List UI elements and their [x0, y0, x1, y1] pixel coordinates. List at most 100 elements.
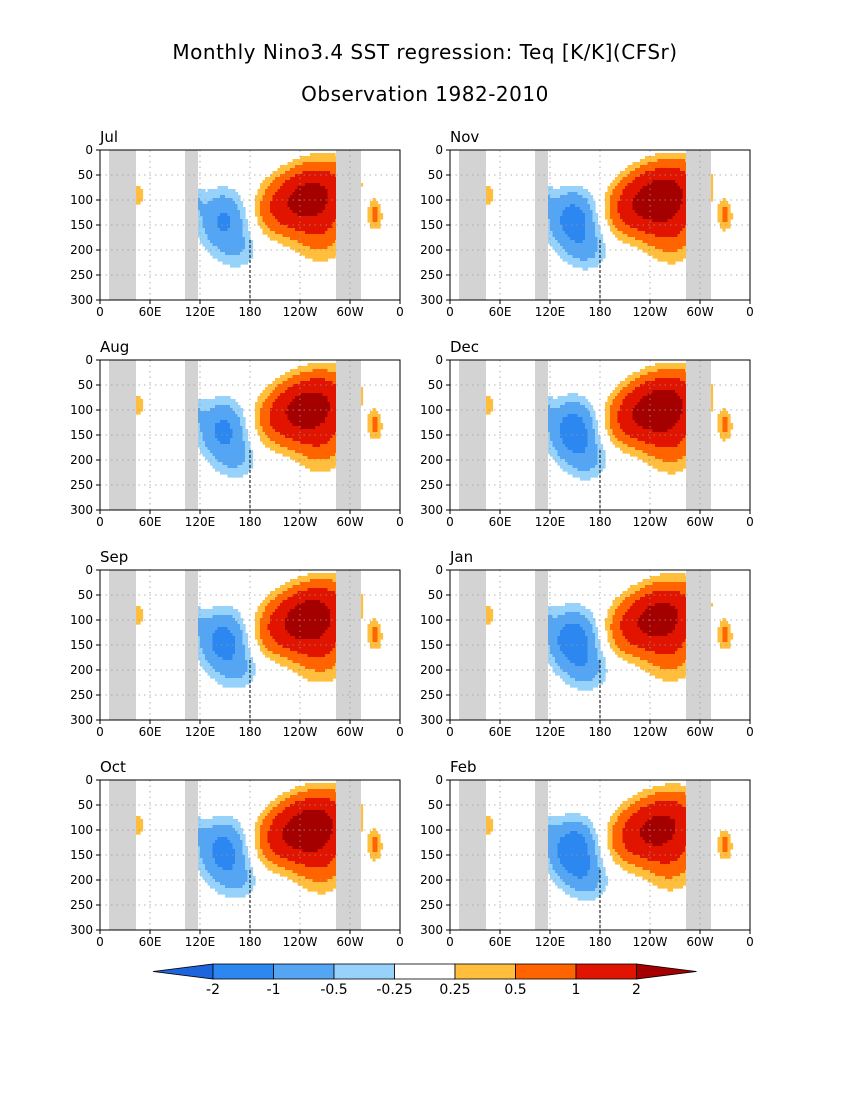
x-tick-label: 0: [96, 935, 104, 949]
x-tick-label: 0: [746, 725, 754, 739]
panel-label: Jul: [99, 128, 118, 146]
x-tick-label: 120E: [535, 935, 566, 949]
y-tick-label: 150: [420, 218, 443, 232]
panel-label: Sep: [100, 548, 128, 566]
colorbar-segment: [454, 963, 516, 980]
x-tick-label: 120E: [535, 725, 566, 739]
x-tick-label: 0: [96, 725, 104, 739]
y-tick-label: 150: [70, 848, 93, 862]
panel-dec: 0 60E 120E 180 120W 60W 0 0 50 100 150 200 250 300 Dec: [420, 338, 754, 529]
land-mask-bar: [535, 150, 548, 300]
x-tick-label: 60E: [489, 725, 512, 739]
y-tick-label: 100: [70, 193, 93, 207]
y-tick-label: 100: [70, 403, 93, 417]
x-tick-label: 0: [396, 725, 404, 739]
x-tick-label: 120E: [185, 515, 216, 529]
colorbar-segment: [515, 963, 577, 980]
y-tick-label: 0: [435, 773, 443, 787]
colorbar-label: -2: [206, 982, 220, 998]
y-tick-label: 300: [420, 293, 443, 307]
panel-nov: 0 60E 120E 180 120W 60W 0 0 50 100 150 200 250 300 Nov: [420, 128, 754, 319]
y-tick-label: 100: [420, 403, 443, 417]
colorbar: -2 -1 -0.5 -0.25 0.25 0.5 1 2: [152, 963, 697, 998]
panel-label: Dec: [450, 338, 479, 356]
y-tick-label: 300: [70, 923, 93, 937]
y-tick-label: 50: [78, 168, 93, 182]
y-tick-label: 100: [70, 613, 93, 627]
land-mask-bar: [535, 360, 548, 510]
y-tick-label: 50: [428, 168, 443, 182]
y-tick-label: 300: [70, 293, 93, 307]
y-tick-label: 150: [420, 428, 443, 442]
x-tick-label: 60W: [336, 725, 363, 739]
panel-feb: 0 60E 120E 180 120W 60W 0 0 50 100 150 200 250 300 Feb: [420, 758, 754, 949]
y-tick-label: 200: [420, 873, 443, 887]
land-mask-bar: [535, 570, 548, 720]
x-tick-label: 180: [589, 935, 612, 949]
y-tick-label: 250: [70, 688, 93, 702]
x-tick-label: 60W: [336, 305, 363, 319]
x-tick-label: 60W: [686, 305, 713, 319]
x-tick-label: 0: [96, 305, 104, 319]
x-tick-label: 0: [396, 305, 404, 319]
x-tick-label: 120W: [283, 935, 318, 949]
y-tick-label: 250: [420, 268, 443, 282]
x-tick-label: 0: [96, 515, 104, 529]
panel-jul: 0 60E 120E 180 120W 60W 0 0 50 100 150 200 250 300 Jul: [70, 128, 404, 319]
x-tick-label: 60E: [139, 305, 162, 319]
x-tick-label: 120W: [283, 515, 318, 529]
y-tick-label: 200: [70, 453, 93, 467]
panel-jan: 0 60E 120E 180 120W 60W 0 0 50 100 150 200 250 300 Jan: [420, 548, 754, 739]
y-tick-label: 250: [420, 898, 443, 912]
x-tick-label: 120W: [283, 305, 318, 319]
x-tick-label: 180: [239, 305, 262, 319]
x-tick-label: 60E: [489, 515, 512, 529]
colorbar-arrow-high: [636, 963, 697, 980]
colorbar-label: 1: [572, 982, 581, 998]
figure-subtitle: Observation 1982-2010: [301, 82, 549, 106]
panel-aug: 0 60E 120E 180 120W 60W 0 0 50 100 150 200 250 300 Aug: [70, 338, 404, 529]
land-mask-bar: [535, 780, 548, 930]
colorbar-label: -0.5: [320, 982, 347, 998]
contour-field: [482, 363, 734, 481]
x-tick-label: 60E: [139, 515, 162, 529]
x-tick-label: 120E: [535, 305, 566, 319]
y-tick-label: 150: [420, 638, 443, 652]
y-tick-label: 300: [70, 713, 93, 727]
land-mask-bar: [185, 570, 198, 720]
x-tick-label: 60E: [489, 305, 512, 319]
y-tick-label: 50: [428, 798, 443, 812]
x-tick-label: 60E: [139, 725, 162, 739]
colorbar-label: 0.25: [439, 982, 470, 998]
x-tick-label: 0: [746, 515, 754, 529]
colorbar-label: -0.25: [376, 982, 412, 998]
x-tick-label: 180: [239, 725, 262, 739]
x-tick-label: 180: [239, 935, 262, 949]
y-tick-label: 50: [78, 588, 93, 602]
y-tick-label: 300: [420, 503, 443, 517]
colorbar-segment: [333, 963, 395, 980]
y-tick-label: 150: [70, 218, 93, 232]
x-tick-label: 0: [746, 935, 754, 949]
x-tick-label: 0: [396, 515, 404, 529]
panel-label: Nov: [450, 128, 479, 146]
y-tick-label: 200: [70, 663, 93, 677]
contour-field: [132, 153, 384, 268]
x-tick-label: 120E: [535, 515, 566, 529]
y-tick-label: 200: [70, 243, 93, 257]
y-tick-label: 250: [70, 478, 93, 492]
y-tick-label: 300: [420, 713, 443, 727]
y-tick-label: 100: [420, 823, 443, 837]
x-tick-label: 120E: [185, 935, 216, 949]
x-tick-label: 0: [396, 935, 404, 949]
x-tick-label: 0: [446, 305, 454, 319]
y-tick-label: 200: [70, 873, 93, 887]
y-tick-label: 50: [428, 378, 443, 392]
colorbar-segment: [212, 963, 274, 980]
y-tick-label: 0: [435, 143, 443, 157]
x-tick-label: 120E: [185, 725, 216, 739]
y-tick-label: 250: [70, 898, 93, 912]
colorbar-label: -1: [267, 982, 281, 998]
panel-label: Oct: [100, 758, 126, 776]
